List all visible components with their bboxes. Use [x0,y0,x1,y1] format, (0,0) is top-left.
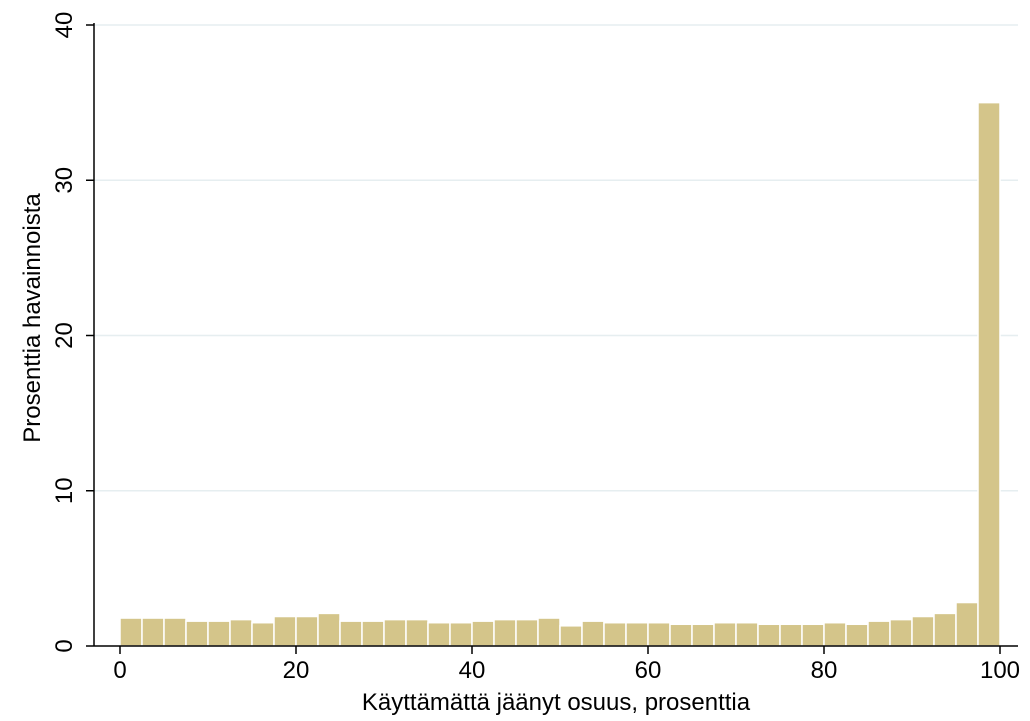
histogram-bar [273,615,297,647]
y-axis-title: Prosenttia havainnoista [19,193,46,443]
histogram-bar [317,612,341,647]
histogram-bar [625,621,649,647]
x-tick-label: 40 [459,657,486,684]
histogram-bar [339,620,363,647]
y-tick-label: 0 [51,639,78,652]
x-tick-label: 100 [980,657,1020,684]
histogram-bar [735,621,759,647]
histogram-bar [647,621,671,647]
x-tick-label: 0 [113,657,126,684]
histogram-bar [603,621,627,647]
histogram-bar [295,615,319,647]
y-tick-label: 20 [51,322,78,349]
histogram-bar [427,621,451,647]
y-tick-label: 10 [51,477,78,504]
histogram-bar [757,623,781,647]
histogram-bar [713,621,737,647]
histogram-bars [119,101,1001,647]
histogram-bar [229,618,253,647]
histogram-bar [823,621,847,647]
y-tick-label: 30 [51,167,78,194]
histogram-bar [163,617,187,647]
x-tick-label: 60 [635,657,662,684]
histogram-bar [845,623,869,647]
x-tick-label: 20 [283,657,310,684]
histogram-bar [383,618,407,647]
histogram-bar [119,617,143,647]
y-tick-label: 40 [51,12,78,39]
grid-lines [94,24,1018,492]
histogram-bar [933,612,957,647]
histogram-bar [515,618,539,647]
histogram-bar [493,618,517,647]
histogram-bar [911,615,935,647]
histogram-bar [889,618,913,647]
histogram-bar [559,625,583,647]
y-axis: 0 10 20 30 40 [51,12,95,653]
histogram-bar [867,620,891,647]
histogram-bar [207,620,231,647]
histogram-bar [251,621,275,647]
histogram-bar [779,623,803,647]
histogram-bar [581,620,605,647]
histogram-bar [449,621,473,647]
histogram-bar [361,620,385,647]
histogram-bar [537,617,561,647]
histogram-bar [471,620,495,647]
x-axis: 0 20 40 60 80 100 [94,645,1020,684]
histogram-bar [405,618,429,647]
histogram-bar [185,620,209,647]
histogram-bar [977,101,1001,647]
histogram-bar [955,601,979,647]
histogram-bar [801,623,825,647]
x-axis-title: Käyttämättä jäänyt osuus, prosenttia [362,689,751,716]
histogram-bar [669,623,693,647]
x-tick-label: 80 [811,657,838,684]
histogram-bar [691,623,715,647]
histogram-bar [141,617,165,647]
